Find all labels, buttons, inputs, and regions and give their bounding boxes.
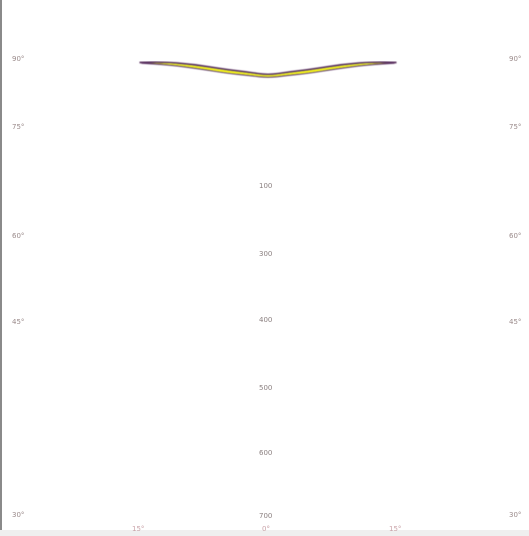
- angle-label-left-90: 90°: [12, 55, 24, 63]
- lobe-group: [139, 61, 397, 78]
- angle-label-left-60: 60°: [12, 232, 24, 240]
- radial-tick-700: 700: [259, 512, 272, 520]
- angle-label-left-45: 45°: [12, 318, 24, 326]
- angle-label-right-30: 30°: [509, 511, 521, 519]
- radial-tick-500: 500: [259, 384, 272, 392]
- angle-label-right-75: 75°: [509, 123, 521, 131]
- inner-curve: [141, 62, 395, 78]
- radial-tick-400: 400: [259, 316, 272, 324]
- angle-label-right-45: 45°: [509, 318, 521, 326]
- radial-tick-600: 600: [259, 449, 272, 457]
- lobe-fill-area: [139, 62, 397, 78]
- angle-label-bottom-right-15: 15°: [389, 525, 401, 533]
- outer-curve: [139, 61, 397, 76]
- angle-label-left-75: 75°: [12, 123, 24, 131]
- angle-label-right-90: 90°: [509, 55, 521, 63]
- angle-label-left-30: 30°: [12, 511, 24, 519]
- radial-tick-100: 100: [259, 182, 272, 190]
- radial-tick-300: 300: [259, 250, 272, 258]
- angle-label-bottom-left-15: 15°: [132, 525, 144, 533]
- angle-label-right-60: 60°: [509, 232, 521, 240]
- chart-bottom-bar: [0, 530, 529, 536]
- angle-label-bottom-0: 0°: [262, 525, 270, 533]
